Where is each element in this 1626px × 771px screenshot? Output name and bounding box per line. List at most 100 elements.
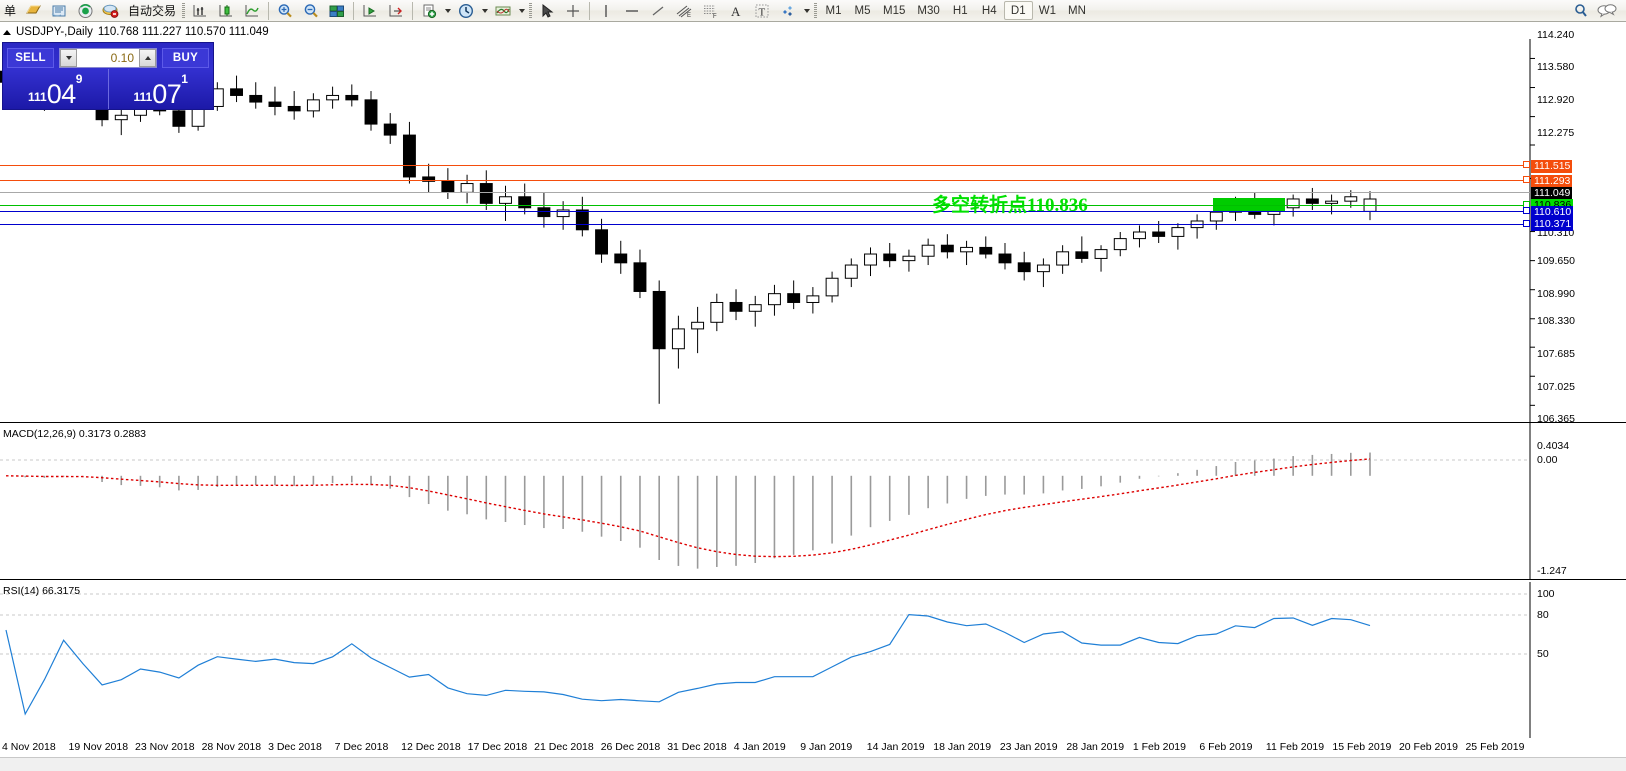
volume-decrement-button[interactable] (60, 48, 77, 67)
chevron-down-icon[interactable] (442, 0, 453, 21)
period-icon[interactable] (453, 0, 479, 21)
chart-annotation-text[interactable]: 多空转折点110.836 (932, 195, 1088, 216)
chart-ohlc-label: 110.768 111.227 110.570 111.049 (97, 26, 269, 38)
sell-price-main: 04 (46, 79, 77, 109)
hline-111515[interactable] (0, 165, 1530, 166)
rsi-chart-canvas[interactable] (0, 582, 1626, 738)
timeframe-mn[interactable]: MN (1068, 4, 1086, 17)
macd-chart-canvas[interactable] (0, 425, 1626, 579)
date-axis-label: 1 Feb 2019 (1132, 741, 1186, 753)
chevron-down-icon-3[interactable] (516, 0, 527, 21)
toolbar-grip-2[interactable] (527, 2, 534, 19)
price-tick-113580: 113.580 (1537, 61, 1575, 73)
hline-111049[interactable] (0, 192, 1530, 193)
green-rectangle-highlight[interactable] (1213, 198, 1285, 211)
volume-increment-button[interactable] (139, 48, 156, 67)
equidistant-channel-icon[interactable]: E (671, 0, 697, 21)
toolbar-grip-3[interactable] (812, 2, 819, 19)
truncated-label: 单 (4, 4, 17, 18)
signals-icon[interactable] (72, 0, 98, 21)
line-chart-icon[interactable] (239, 0, 265, 21)
sell-price-display[interactable]: 111 04 9 (3, 69, 108, 109)
sell-price-prefix: 111 (28, 90, 47, 104)
hline-marker-111515[interactable] (1523, 161, 1530, 168)
zoom-out-icon[interactable] (298, 0, 324, 21)
price-label-111293[interactable]: 111.293 (1531, 175, 1573, 188)
volume-input[interactable]: 0.10 (110, 50, 134, 65)
timeframe-d1[interactable]: D1 (1003, 1, 1033, 20)
price-label-111049[interactable]: 111.049 (1531, 187, 1573, 200)
price-chart-canvas[interactable] (0, 39, 1626, 425)
buy-price-display[interactable]: 111 07 1 (107, 69, 214, 109)
templates-icon[interactable] (490, 0, 516, 21)
autoscroll-icon[interactable] (383, 0, 409, 21)
chevron-down-icon-2[interactable] (479, 0, 490, 21)
trendline-icon[interactable] (645, 0, 671, 21)
rsi-label[interactable]: RSI(14) 66.3175 (3, 585, 81, 597)
toolbar-grip[interactable] (180, 2, 187, 19)
news-icon[interactable] (46, 0, 72, 21)
date-axis-label: 21 Dec 2018 (534, 741, 594, 753)
shift-end-icon[interactable] (357, 0, 383, 21)
folder-icon[interactable] (20, 0, 46, 21)
autotrade-label[interactable]: 自动交易 (128, 4, 177, 18)
collapse-triangle-icon[interactable] (3, 29, 11, 35)
timeframe-m1[interactable]: M1 (825, 4, 842, 17)
new-chart-icon[interactable] (416, 0, 442, 21)
hline-110610[interactable] (0, 211, 1530, 212)
hline-marker-110371[interactable] (1523, 220, 1530, 227)
pane-separator-rsi[interactable] (0, 579, 1626, 580)
macd-scale-top: 0.4034 (1537, 440, 1570, 452)
indicators-icon[interactable] (187, 0, 213, 21)
date-axis-label: 28 Nov 2018 (201, 741, 262, 753)
date-axis-label: 20 Feb 2019 (1398, 741, 1458, 753)
zoom-in-icon[interactable] (272, 0, 298, 21)
buy-button[interactable]: BUY (162, 47, 209, 68)
chevron-down-icon-4[interactable] (801, 0, 812, 21)
toolbar-divider-3 (412, 1, 414, 20)
timeframe-m15[interactable]: M15 (883, 4, 906, 17)
hline-110371[interactable] (0, 224, 1530, 225)
timeframe-h1[interactable]: H1 (952, 4, 968, 17)
chat-icon[interactable] (1594, 0, 1620, 21)
timeframe-w1[interactable]: W1 (1038, 4, 1057, 17)
price-tick-107025: 107.025 (1537, 381, 1575, 393)
timeframe-m5[interactable]: M5 (854, 4, 871, 17)
price-label-110610[interactable]: 110.610 (1531, 206, 1574, 219)
tile-windows-icon[interactable] (324, 0, 350, 21)
volume-input-wrap[interactable]: 0.10 (59, 47, 157, 68)
text-label-icon[interactable]: T (749, 0, 775, 21)
fibonacci-icon[interactable]: F (697, 0, 723, 21)
toolbar-divider (268, 1, 270, 20)
sell-button[interactable]: SELL (7, 47, 54, 68)
buy-price-main: 07 (152, 79, 182, 109)
macd-label[interactable]: MACD(12,26,9) 0.3173 0.2883 (3, 428, 147, 440)
horizontal-scrollbar[interactable] (0, 757, 1626, 771)
date-axis-label: 25 Feb 2019 (1465, 741, 1525, 753)
macd-histogram (24, 452, 1371, 569)
chart-symbol-header: USDJPY-,Daily 110.768 111.227 110.570 11… (0, 25, 1626, 39)
objects-icon[interactable] (775, 0, 801, 21)
hline-icon[interactable] (619, 0, 645, 21)
timeframe-h4[interactable]: H4 (981, 4, 997, 17)
one-click-trading-panel[interactable]: SELL 0.10 BUY 111 04 9 111 07 1 (2, 42, 214, 110)
hline-110836[interactable] (0, 205, 1530, 206)
hline-marker-111293[interactable] (1523, 176, 1530, 183)
text-icon[interactable]: A (723, 0, 749, 21)
marketplace-icon[interactable] (98, 0, 124, 21)
svg-text:T: T (759, 6, 766, 18)
cursor-icon[interactable] (534, 0, 560, 21)
search-icon[interactable] (1568, 0, 1594, 21)
price-label-111515[interactable]: 111.515 (1531, 160, 1573, 173)
candles-icon[interactable] (213, 0, 239, 21)
date-axis-label: 23 Nov 2018 (135, 741, 195, 753)
buy-price-pip: 1 (181, 72, 188, 86)
hline-111293[interactable] (0, 180, 1530, 181)
timeframe-m30[interactable]: M30 (917, 4, 940, 17)
vline-icon[interactable] (593, 0, 619, 21)
rsi-scale-80: 80 (1537, 609, 1549, 621)
pane-separator-macd[interactable] (0, 422, 1626, 423)
price-label-110371[interactable]: 110.371 (1531, 218, 1574, 231)
hline-marker-110610[interactable] (1523, 207, 1530, 214)
crosshair-icon[interactable] (560, 0, 586, 21)
